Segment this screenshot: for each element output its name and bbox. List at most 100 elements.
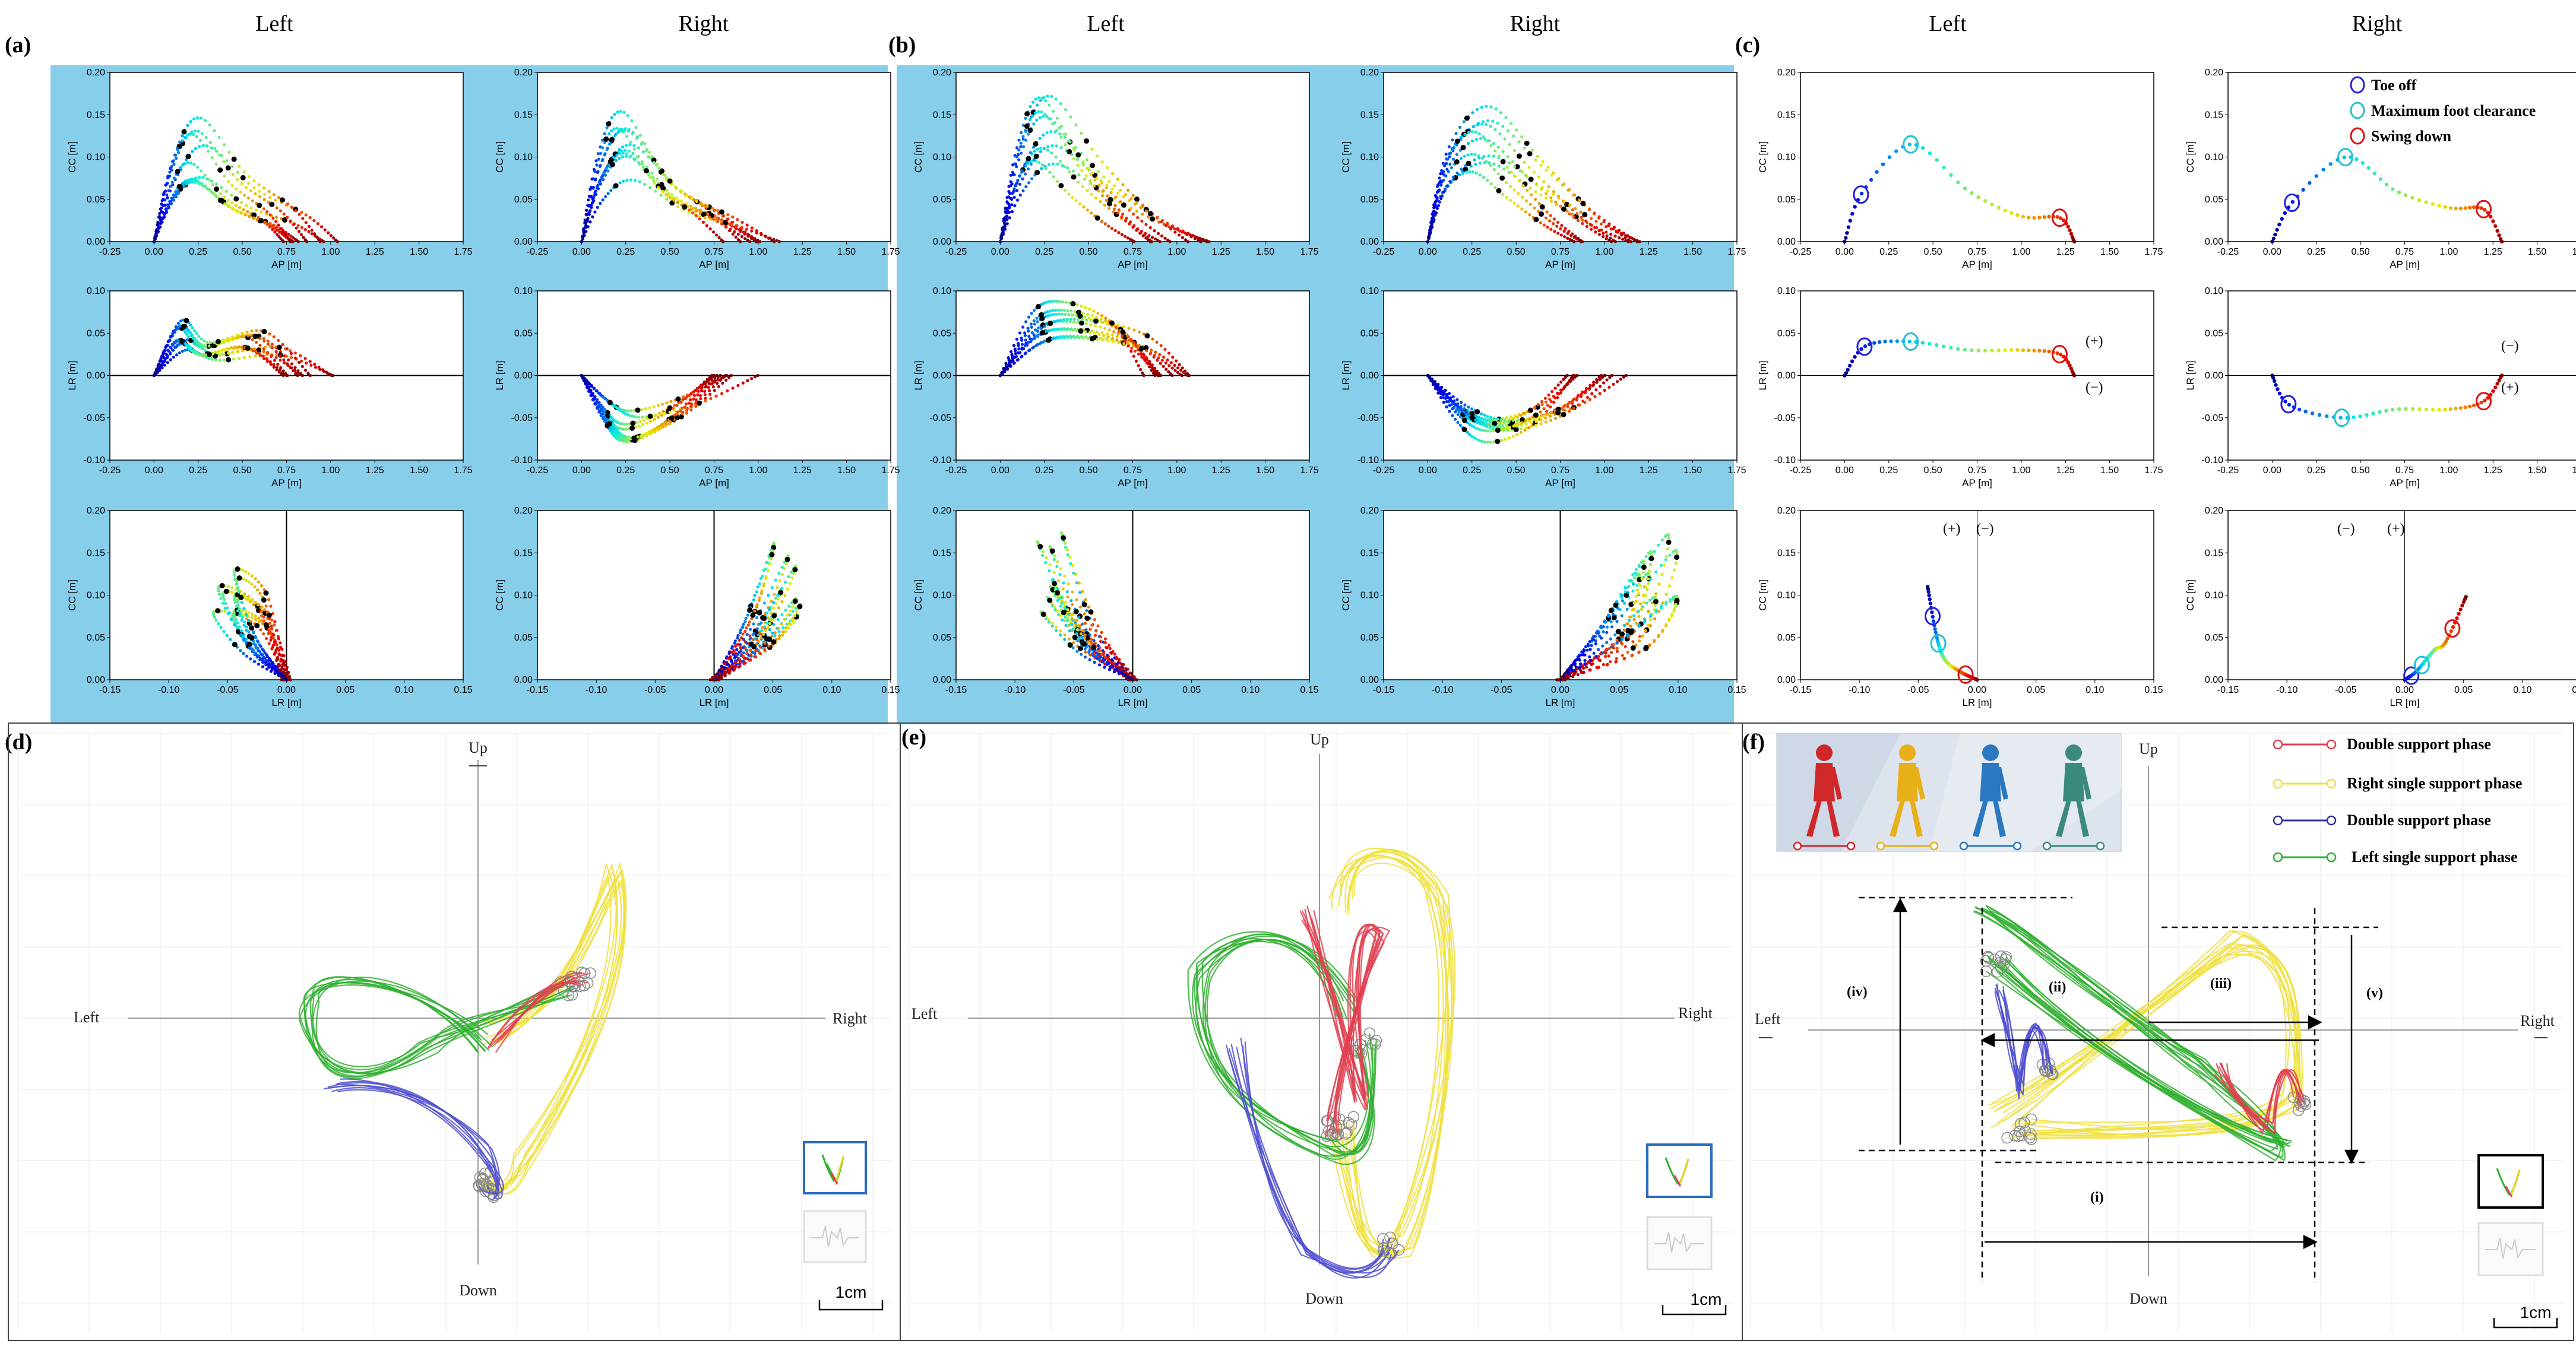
- trajectory-point: [166, 203, 170, 207]
- trajectory-point: [224, 601, 227, 606]
- trajectory-point: [277, 663, 280, 666]
- event-marker: [223, 588, 229, 594]
- x-tick-label: -0.25: [99, 247, 121, 257]
- trajectory-point: [586, 385, 589, 389]
- trajectory-point: [169, 199, 172, 203]
- x-tick-label: 0.75: [1124, 465, 1142, 476]
- trajectory-point: [280, 665, 284, 669]
- trajectory-point: [1515, 415, 1519, 419]
- event-marker: [266, 612, 272, 618]
- trajectory-point: [1093, 331, 1096, 335]
- trajectory-point: [1597, 229, 1601, 233]
- trajectory-point: [183, 348, 187, 352]
- trajectory-point: [230, 201, 234, 205]
- trajectory-point: [185, 182, 188, 186]
- trajectory-point: [1129, 337, 1132, 341]
- trajectory-point: [1173, 363, 1176, 367]
- trajectory-point: [1003, 224, 1007, 228]
- trajectory-point: [716, 208, 720, 213]
- trajectory-point: [201, 344, 205, 348]
- trajectory-point: [648, 150, 651, 154]
- event-marker: [1461, 426, 1467, 432]
- trajectory-point: [1034, 344, 1038, 347]
- trajectory-point: [1451, 138, 1454, 142]
- trajectory-point: [1477, 132, 1481, 136]
- trajectory-point: [169, 346, 173, 350]
- trajectory-point: [1048, 103, 1051, 107]
- trajectory-point: [1609, 227, 1613, 231]
- trajectories: [152, 318, 335, 378]
- trajectory-point: [1466, 153, 1470, 157]
- trajectory-point: [247, 572, 251, 575]
- trajectory-point: [1559, 204, 1562, 208]
- trajectory-point: [242, 356, 246, 359]
- trajectory-point: [1554, 200, 1558, 204]
- trajectory-point: [656, 416, 660, 419]
- event-marker: [1582, 211, 1588, 217]
- trajectory-point: [1100, 160, 1104, 164]
- trajectory-point: [1528, 417, 1531, 421]
- trajectory-point: [1439, 392, 1443, 395]
- trajectory-point: [1056, 336, 1061, 340]
- trajectory-point: [1607, 222, 1611, 226]
- trajectory-point: [1442, 179, 1445, 182]
- trajectory-point: [1124, 234, 1127, 238]
- event-marker: [181, 129, 187, 135]
- trajectory-point: [1036, 329, 1040, 333]
- trajectory-point: [1528, 213, 1531, 217]
- y-tick-label: 0.00: [514, 237, 533, 247]
- trajectory-point: [631, 131, 635, 134]
- trajectory-point: [193, 129, 197, 133]
- trajectory-point: [305, 240, 309, 243]
- trajectory-point: [1466, 141, 1470, 145]
- trajectory-point: [1120, 233, 1124, 236]
- trajectory-point: [194, 147, 198, 150]
- trajectory-point: [275, 353, 279, 357]
- event-marker: [1039, 316, 1045, 322]
- trajectory-point: [648, 406, 651, 410]
- trajectory-point: [648, 186, 652, 189]
- trajectory-point: [605, 167, 608, 170]
- trajectory-point: [242, 633, 246, 637]
- trajectory-point: [181, 182, 185, 185]
- trajectory-point: [1089, 211, 1093, 215]
- trajectory-point: [1056, 319, 1059, 322]
- trajectory-point: [701, 220, 705, 224]
- trajectory-point: [1064, 312, 1067, 316]
- trajectory-point: [1544, 400, 1548, 404]
- trajectory-point: [273, 623, 276, 627]
- trajectory-point: [1603, 388, 1606, 392]
- trajectory-point: [635, 420, 638, 424]
- trajectory-point: [689, 405, 693, 408]
- x-tick-label: -0.25: [1373, 247, 1395, 257]
- trajectory-point: [1166, 221, 1169, 225]
- trajectory-point: [758, 240, 762, 243]
- trajectory-point: [1143, 359, 1147, 362]
- trajectory-point: [1574, 207, 1577, 211]
- trajectory-point: [1523, 160, 1526, 164]
- trajectory-point: [1089, 182, 1093, 185]
- trajectory-point: [1170, 224, 1175, 228]
- trajectory-point: [244, 185, 248, 189]
- trajectory-point: [1081, 185, 1085, 189]
- trajectory-point: [618, 148, 621, 151]
- x-tick-label: -0.05: [1063, 685, 1085, 695]
- trajectory-point: [1191, 233, 1195, 237]
- trajectory-point: [244, 637, 248, 641]
- trajectory-point: [186, 134, 189, 137]
- trajectory-point: [650, 171, 654, 175]
- trajectory-point: [1063, 135, 1067, 139]
- trajectory-point: [759, 621, 763, 625]
- trajectory-point: [769, 557, 773, 561]
- trajectory-point: [1051, 122, 1055, 126]
- trajectory-point: [304, 213, 308, 217]
- trajectory-point: [625, 422, 629, 426]
- event-marker: [1499, 175, 1505, 181]
- trajectory-point: [665, 188, 669, 192]
- trajectory-point: [1084, 330, 1087, 334]
- trajectory-point: [748, 240, 752, 243]
- trajectory-point: [226, 198, 230, 202]
- trajectory-point: [258, 352, 261, 356]
- trajectory-point: [254, 617, 258, 621]
- event-marker: [1466, 160, 1471, 166]
